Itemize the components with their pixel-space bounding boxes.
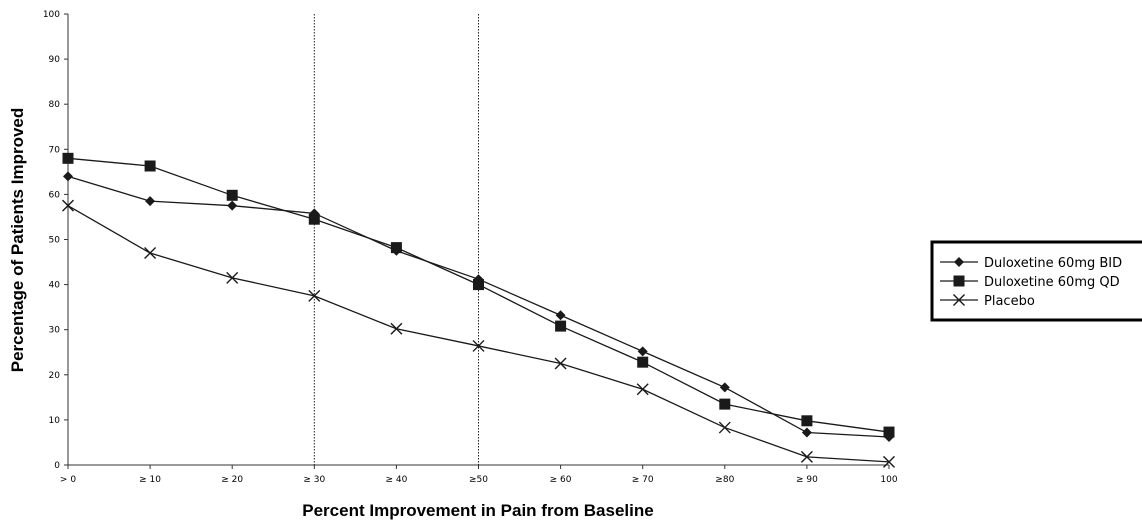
- plot-area: 0 10 20 30 40 50 60 70 80 90 100 > 0 ≥ 10 ≥ 20 ≥ 30 ≥ 4…: [43, 10, 898, 485]
- y-tick-label: 40: [49, 281, 61, 291]
- x-tick-label: ≥ 60: [550, 475, 572, 485]
- y-tick-label: 10: [49, 416, 61, 426]
- data-point-series-3: [390, 322, 403, 335]
- x-tick-label: ≥50: [469, 475, 488, 485]
- data-point-series-3-stroke: [554, 357, 567, 370]
- legend-marker-stroke: [953, 294, 965, 306]
- legend-marker: [953, 275, 965, 287]
- data-point-series-3-stroke: [308, 289, 321, 302]
- data-point-series-3-stroke: [62, 199, 74, 212]
- y-tick-label: 50: [49, 236, 61, 246]
- x-tick-label: ≥ 10: [139, 475, 161, 485]
- data-point-series-2: [883, 426, 895, 438]
- x-tick-label: ≥ 40: [385, 475, 407, 485]
- x-tick-label: > 0: [60, 475, 76, 485]
- data-point-series-3-stroke: [718, 421, 731, 434]
- data-point-series-2: [473, 279, 484, 291]
- data-point-series-3-stroke: [883, 455, 895, 468]
- data-point-series-3-stroke: [390, 322, 403, 335]
- data-point-series-2: [637, 356, 649, 368]
- data-point-series-1: [801, 427, 812, 438]
- data-point-series-1: [555, 310, 566, 321]
- data-point-series-1: [719, 382, 730, 393]
- data-point-series-2: [226, 189, 238, 201]
- data-point-series-3: [308, 289, 321, 302]
- data-point-series-2: [62, 152, 74, 164]
- legend-label: Duloxetine 60mg QD: [984, 275, 1120, 290]
- data-point-series-2: [719, 398, 731, 410]
- data-point-series-2: [555, 320, 567, 332]
- data-point-series-3: [554, 357, 567, 370]
- data-point-series-2: [801, 415, 813, 427]
- y-tick-label: 30: [49, 326, 61, 336]
- y-tick-label: 20: [49, 371, 61, 381]
- x-tick-label: ≥80: [715, 475, 734, 485]
- data-point-series-3: [883, 455, 895, 468]
- legend-label: Duloxetine 60mg BID: [984, 256, 1122, 271]
- x-tick-label: ≥ 90: [796, 475, 818, 485]
- data-point-series-3-stroke: [226, 271, 239, 284]
- data-point-series-3: [62, 199, 74, 212]
- data-point-series-3: [472, 339, 485, 352]
- data-point-series-3: [636, 383, 649, 396]
- legend-marker: [954, 257, 964, 267]
- data-point-series-3-stroke: [472, 339, 485, 352]
- y-tick-label: 60: [49, 190, 61, 200]
- y-tick-label: 90: [49, 55, 61, 65]
- y-tick-label: 100: [43, 10, 60, 20]
- y-tick-label: 70: [49, 145, 61, 155]
- legend-marker: [953, 294, 965, 306]
- data-point-series-1: [63, 171, 73, 182]
- x-tick-label: ≥ 70: [632, 475, 654, 485]
- x-axis-title: Percent Improvement in Pain from Baselin…: [302, 501, 653, 520]
- x-tick-label: ≥ 30: [303, 475, 325, 485]
- x-tick-label: ≥ 20: [221, 475, 243, 485]
- data-point-series-3: [718, 421, 731, 434]
- data-point-series-1: [637, 346, 648, 357]
- data-point-series-1: [227, 200, 238, 211]
- data-point-series-3-stroke: [144, 247, 157, 260]
- y-tick-label: 0: [54, 461, 60, 471]
- data-point-series-2: [144, 160, 156, 172]
- series-line-2: [67, 157, 890, 433]
- data-point-series-3-stroke: [636, 383, 649, 396]
- data-point-series-1: [145, 196, 156, 207]
- legend-label: Placebo: [984, 294, 1035, 309]
- data-point-series-3: [800, 450, 813, 463]
- data-point-series-2: [308, 213, 320, 225]
- y-tick-label: 80: [49, 100, 61, 110]
- y-axis-title: Percentage of Patients Improved: [8, 108, 27, 373]
- x-tick-label: 100: [880, 475, 897, 485]
- data-point-series-3: [226, 271, 239, 284]
- legend: Duloxetine 60mg BID Duloxetine 60mg QD Pla…: [930, 240, 1142, 322]
- data-point-series-3: [144, 247, 157, 260]
- data-point-series-3-stroke: [800, 450, 813, 463]
- data-point-series-2: [390, 242, 402, 254]
